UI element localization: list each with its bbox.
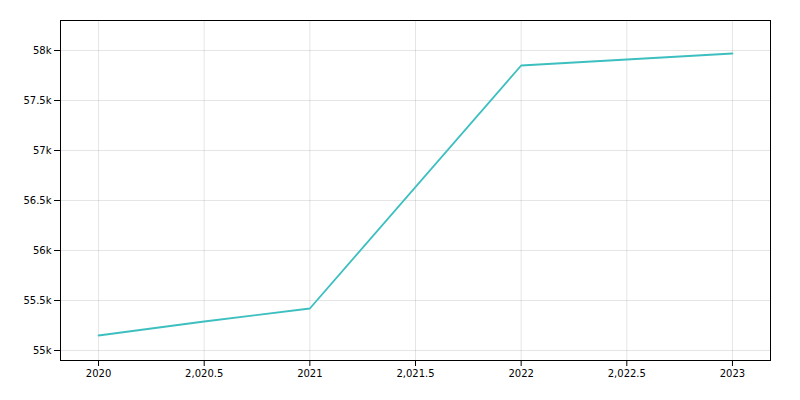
svg-text:57.5k: 57.5k	[23, 95, 51, 106]
svg-text:2021: 2021	[297, 368, 322, 379]
svg-text:58k: 58k	[33, 45, 52, 56]
svg-text:2023: 2023	[720, 368, 745, 379]
svg-text:55.5k: 55.5k	[23, 295, 51, 306]
svg-text:2020: 2020	[86, 368, 111, 379]
svg-text:56.5k: 56.5k	[23, 195, 51, 206]
svg-text:56k: 56k	[33, 245, 52, 256]
svg-text:57k: 57k	[33, 145, 52, 156]
svg-text:55k: 55k	[33, 345, 52, 356]
svg-text:2,020.5: 2,020.5	[185, 368, 223, 379]
svg-text:2022: 2022	[508, 368, 533, 379]
svg-text:2,021.5: 2,021.5	[396, 368, 434, 379]
svg-text:2,022.5: 2,022.5	[608, 368, 646, 379]
